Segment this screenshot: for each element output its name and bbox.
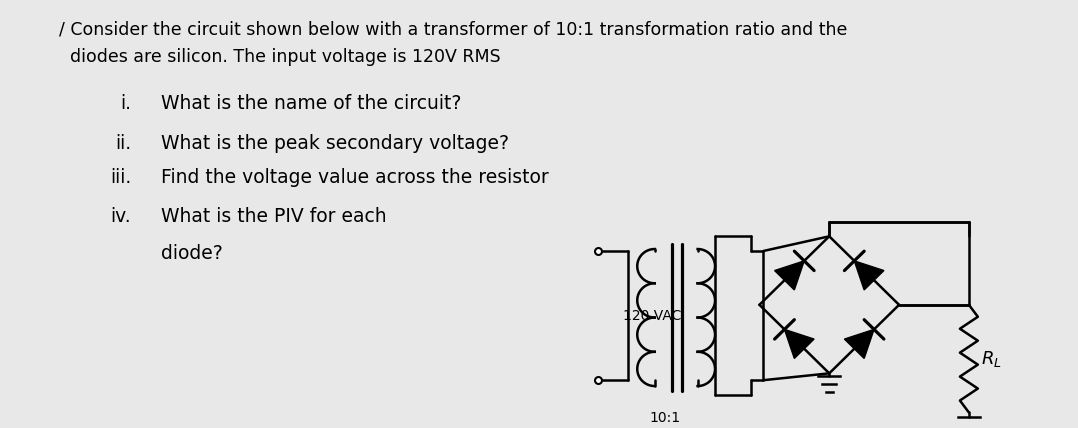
- Text: diode?: diode?: [161, 244, 223, 263]
- Text: What is the peak secondary voltage?: What is the peak secondary voltage?: [161, 134, 509, 152]
- Text: iii.: iii.: [110, 168, 132, 187]
- Text: / Consider the circuit shown below with a transformer of 10:1 transformation rat: / Consider the circuit shown below with …: [59, 21, 847, 39]
- Text: $R_L$: $R_L$: [981, 349, 1001, 369]
- Text: Find the voltage value across the resistor: Find the voltage value across the resist…: [161, 168, 549, 187]
- Text: What is the PIV for each: What is the PIV for each: [161, 207, 387, 226]
- Text: diodes are silicon. The input voltage is 120V RMS: diodes are silicon. The input voltage is…: [59, 48, 501, 66]
- Text: 120 VAC: 120 VAC: [623, 309, 681, 323]
- Text: iv.: iv.: [110, 207, 132, 226]
- Text: i.: i.: [120, 94, 132, 113]
- Polygon shape: [775, 261, 804, 290]
- Text: ii.: ii.: [115, 134, 132, 152]
- Text: What is the name of the circuit?: What is the name of the circuit?: [161, 94, 461, 113]
- Polygon shape: [844, 330, 874, 359]
- Polygon shape: [785, 330, 814, 359]
- Polygon shape: [854, 261, 884, 290]
- Text: 10:1: 10:1: [649, 410, 680, 425]
